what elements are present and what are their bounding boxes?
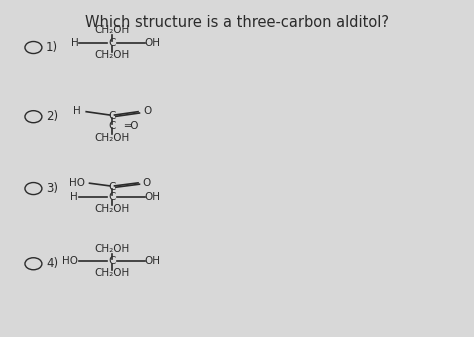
Text: 4): 4): [46, 257, 58, 270]
Text: 2): 2): [46, 110, 58, 123]
Text: O: O: [143, 106, 152, 116]
Text: C: C: [109, 256, 116, 267]
Text: OH: OH: [144, 38, 160, 48]
Text: H: H: [70, 191, 77, 202]
Text: C: C: [109, 182, 116, 192]
Text: 1): 1): [46, 41, 58, 54]
Text: CH₂OH: CH₂OH: [94, 133, 130, 143]
Text: C: C: [109, 192, 116, 202]
Text: HO: HO: [62, 256, 78, 266]
Text: 3): 3): [46, 182, 58, 195]
Text: OH: OH: [144, 191, 160, 202]
Text: H: H: [71, 38, 78, 48]
Text: H: H: [73, 106, 81, 116]
Text: CH₂OH: CH₂OH: [94, 204, 130, 214]
Text: CH₂OH: CH₂OH: [94, 269, 130, 278]
Text: OH: OH: [144, 256, 160, 266]
Text: C: C: [109, 38, 116, 48]
Text: Which structure is a three-carbon alditol?: Which structure is a three-carbon aldito…: [85, 15, 389, 30]
Text: CH₂OH: CH₂OH: [94, 25, 130, 35]
Text: C: C: [109, 111, 116, 121]
Text: CH₂OH: CH₂OH: [94, 244, 130, 254]
Text: CH₂OH: CH₂OH: [94, 50, 130, 60]
Text: ═O: ═O: [124, 121, 138, 131]
Text: HO: HO: [69, 178, 85, 188]
Text: O: O: [142, 178, 150, 188]
Text: C: C: [109, 121, 116, 131]
